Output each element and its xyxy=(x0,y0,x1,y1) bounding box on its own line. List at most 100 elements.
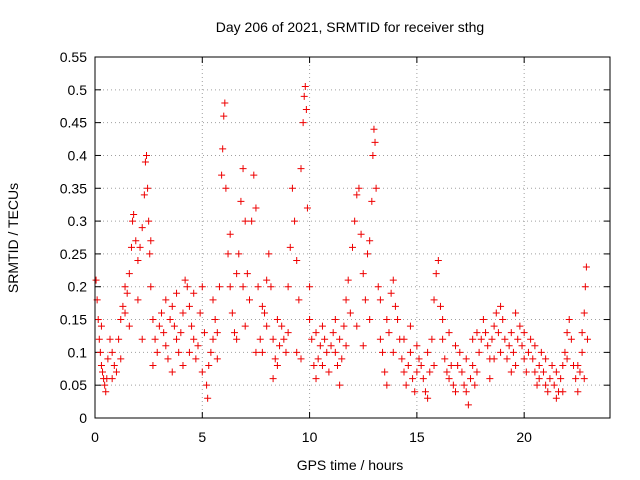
data-point xyxy=(559,388,567,396)
data-point xyxy=(235,250,243,258)
data-point xyxy=(394,316,402,324)
data-point xyxy=(364,250,372,258)
y-tick-label: 0.5 xyxy=(68,82,88,98)
data-point xyxy=(582,263,590,271)
data-point xyxy=(271,355,279,363)
data-point xyxy=(366,316,374,324)
data-point xyxy=(514,335,522,343)
data-point xyxy=(205,361,213,369)
data-point xyxy=(477,335,485,343)
data-point xyxy=(406,348,414,356)
data-point xyxy=(198,283,206,291)
data-point xyxy=(494,329,502,337)
data-point xyxy=(302,106,310,114)
tick-labels: 0 0.05 0.1 0.15 0.2 0.25 0.3 0.35 0.4 0.45 0.5 0.55… xyxy=(60,49,532,445)
data-point xyxy=(424,394,432,402)
y-tick-label: 0.25 xyxy=(60,246,87,262)
data-point xyxy=(550,381,558,389)
data-point xyxy=(288,184,296,192)
data-point xyxy=(190,335,198,343)
y-tick-label: 0.35 xyxy=(60,180,87,196)
data-point xyxy=(374,283,382,291)
data-point xyxy=(369,151,377,159)
data-point xyxy=(409,375,417,383)
data-point xyxy=(497,302,505,310)
data-point xyxy=(404,361,412,369)
x-tick-label: 20 xyxy=(516,429,532,445)
data-point xyxy=(181,276,189,284)
data-point xyxy=(250,171,258,179)
data-point xyxy=(402,381,410,389)
data-point xyxy=(132,237,140,245)
data-point xyxy=(140,191,148,199)
data-point xyxy=(344,276,352,284)
data-point xyxy=(166,316,174,324)
data-point xyxy=(300,92,308,100)
data-point xyxy=(537,348,545,356)
data-point xyxy=(336,335,344,343)
data-point xyxy=(583,335,591,343)
data-point xyxy=(209,296,217,304)
y-tick-label: 0.2 xyxy=(68,279,88,295)
data-point xyxy=(108,375,116,383)
data-point xyxy=(323,348,331,356)
data-point xyxy=(127,243,135,251)
data-point xyxy=(580,309,588,317)
data-point xyxy=(325,368,333,376)
data-point xyxy=(484,342,492,350)
data-point xyxy=(211,316,219,324)
data-point xyxy=(338,355,346,363)
data-point xyxy=(376,296,384,304)
data-point xyxy=(179,361,187,369)
data-point xyxy=(303,204,311,212)
data-point xyxy=(312,329,320,337)
data-point xyxy=(578,329,586,337)
data-point xyxy=(97,361,105,369)
data-point xyxy=(391,302,399,310)
y-tick-label: 0.15 xyxy=(60,312,87,328)
data-point xyxy=(95,335,103,343)
data-point xyxy=(563,355,571,363)
data-point xyxy=(462,388,470,396)
data-point xyxy=(115,335,123,343)
data-point xyxy=(361,296,369,304)
data-point xyxy=(168,368,176,376)
data-point xyxy=(215,283,223,291)
data-point xyxy=(387,289,395,297)
data-point xyxy=(535,375,543,383)
data-point xyxy=(368,197,376,205)
x-tick-label: 10 xyxy=(302,429,318,445)
data-point xyxy=(269,375,277,383)
data-point xyxy=(258,348,266,356)
data-point xyxy=(447,361,455,369)
data-point xyxy=(218,171,226,179)
data-point xyxy=(426,368,434,376)
data-point xyxy=(192,355,200,363)
data-point xyxy=(509,348,517,356)
data-point xyxy=(134,296,142,304)
data-point xyxy=(580,375,588,383)
data-point xyxy=(102,388,110,396)
data-point xyxy=(301,83,309,91)
data-point xyxy=(527,335,535,343)
data-point xyxy=(134,256,142,264)
data-point xyxy=(158,309,166,317)
data-point xyxy=(284,283,292,291)
data-point xyxy=(529,355,537,363)
data-point xyxy=(436,302,444,310)
data-point xyxy=(469,335,477,343)
data-point xyxy=(371,138,379,146)
data-point xyxy=(125,322,133,330)
data-point xyxy=(316,342,324,350)
data-point xyxy=(552,368,560,376)
y-tick-label: 0.05 xyxy=(60,377,87,393)
data-point xyxy=(565,316,573,324)
data-point xyxy=(106,335,114,343)
data-point xyxy=(273,316,281,324)
data-point xyxy=(518,342,526,350)
data-point xyxy=(329,329,337,337)
data-point xyxy=(241,322,249,330)
data-point xyxy=(342,342,350,350)
data-point xyxy=(559,361,567,369)
